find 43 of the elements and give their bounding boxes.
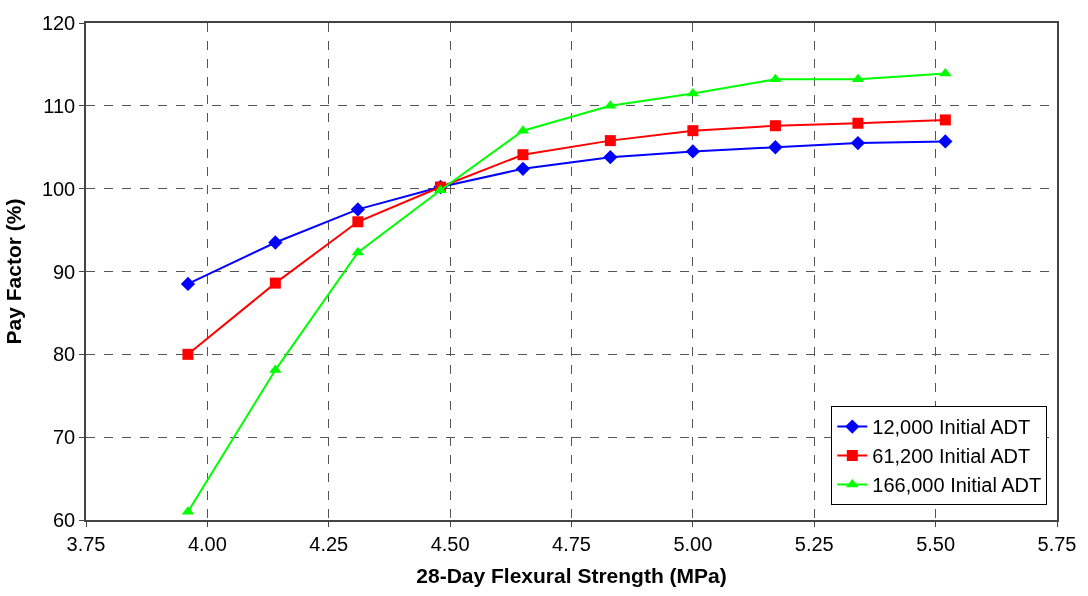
x-tick-label: 4.75 [552, 532, 591, 555]
x-tick-label: 5.00 [673, 532, 713, 555]
point [517, 149, 529, 161]
point [686, 87, 700, 97]
point [769, 73, 782, 83]
y-tick-label: 60 [53, 509, 76, 531]
point [938, 134, 953, 149]
y-tick-label: 110 [43, 94, 76, 117]
point [939, 114, 951, 126]
y-tick-label: 80 [53, 343, 76, 366]
x-tick-label: 5.50 [916, 532, 956, 555]
x-tick-label: 4.25 [309, 532, 349, 555]
point [851, 73, 865, 83]
y-axis-title: Pay Factor (%) [1, 198, 25, 345]
point [268, 235, 283, 250]
legend-label: 12,000 Initial ADT [872, 416, 1031, 439]
y-tick-label: 120 [41, 12, 76, 34]
x-axis-title: 28-Day Flexural Strength (MPa) [416, 564, 727, 588]
y-tick-label: 90 [53, 260, 76, 283]
point [769, 120, 781, 132]
point [180, 276, 196, 292]
point [852, 117, 864, 129]
x-tick-label: 5.75 [1037, 532, 1077, 555]
x-tick-label: 4.00 [187, 532, 227, 555]
x-tick-label: 5.25 [794, 532, 834, 555]
x-tick-label: 3.75 [66, 532, 106, 555]
point [515, 161, 531, 176]
point [182, 348, 194, 360]
point [687, 125, 699, 137]
legend-label: 166,000 Initial ADT [872, 474, 1042, 497]
point [685, 144, 701, 159]
point [604, 135, 616, 147]
point [350, 202, 366, 217]
point [768, 140, 783, 155]
y-tick-label: 100 [41, 177, 76, 200]
x-tick-label: 4.50 [430, 532, 470, 555]
point [269, 277, 281, 289]
point [351, 246, 365, 256]
point [850, 135, 866, 151]
y-tick-label: 70 [53, 426, 76, 449]
point [352, 216, 364, 228]
point [603, 150, 618, 165]
legend-label: 61,200 Initial ADT [872, 445, 1031, 468]
